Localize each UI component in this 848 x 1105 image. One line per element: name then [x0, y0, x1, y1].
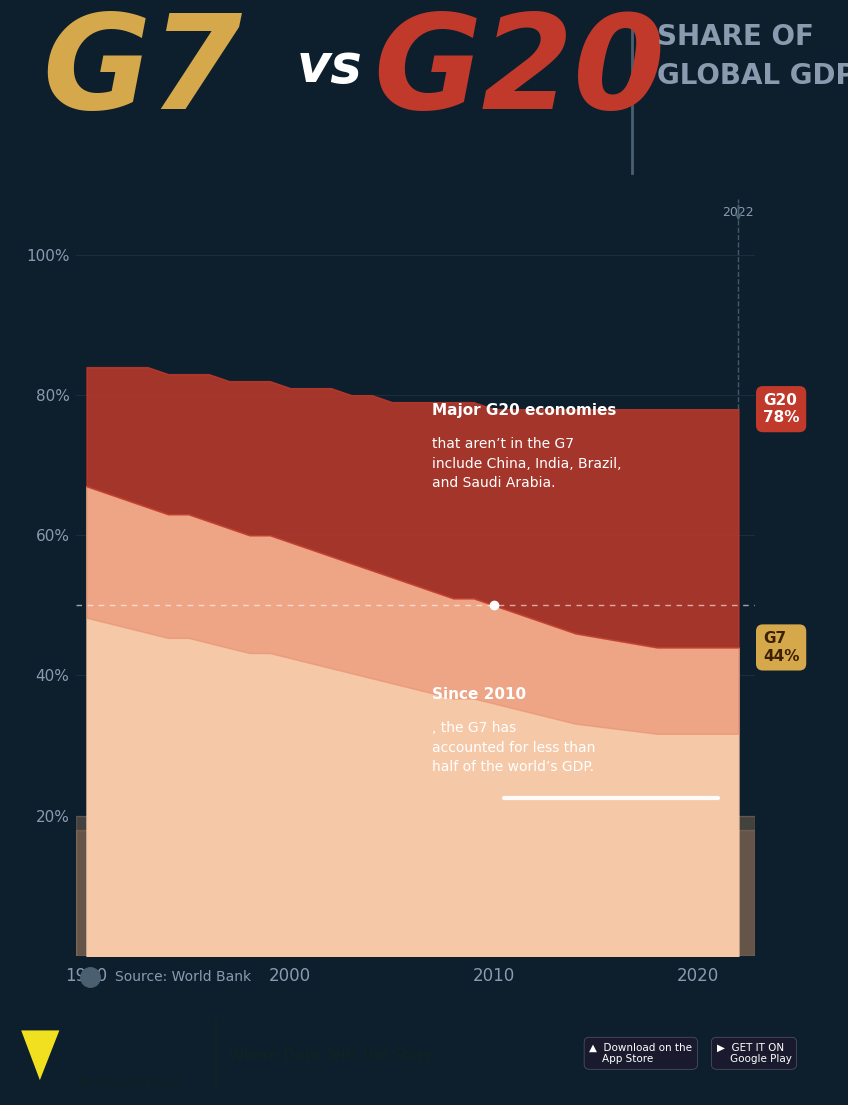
Text: 2022: 2022	[722, 206, 754, 219]
Text: G7: G7	[42, 9, 243, 136]
Bar	[76, 815, 755, 956]
Text: voronoi: voronoi	[81, 1031, 187, 1055]
Text: Major G20 economies: Major G20 economies	[432, 403, 616, 419]
Text: vs: vs	[297, 41, 363, 93]
Text: Since 2010: Since 2010	[432, 687, 527, 702]
Text: G7
44%: G7 44%	[763, 631, 800, 664]
Text: ▶  GET IT ON
    Google Play: ▶ GET IT ON Google Play	[717, 1042, 791, 1064]
Polygon shape	[21, 1030, 59, 1081]
Text: G20
78%: G20 78%	[763, 393, 800, 425]
Text: Source: World Bank: Source: World Bank	[114, 970, 251, 983]
Text: Where Data Tells the Story: Where Data Tells the Story	[229, 1048, 433, 1063]
Text: , the G7 has
accounted for less than
half of the world’s GDP.: , the G7 has accounted for less than hal…	[432, 722, 596, 775]
Text: ▲  Download on the
    App Store: ▲ Download on the App Store	[589, 1042, 692, 1064]
Text: that aren’t in the G7
include China, India, Brazil,
and Saudi Arabia.: that aren’t in the G7 include China, Ind…	[432, 438, 622, 491]
Text: BY VISUAL CAPITALIST: BY VISUAL CAPITALIST	[81, 1078, 179, 1087]
Text: G20: G20	[373, 9, 665, 136]
Bar	[76, 830, 755, 956]
Text: SHARE OF
GLOBAL GDP: SHARE OF GLOBAL GDP	[657, 22, 848, 90]
